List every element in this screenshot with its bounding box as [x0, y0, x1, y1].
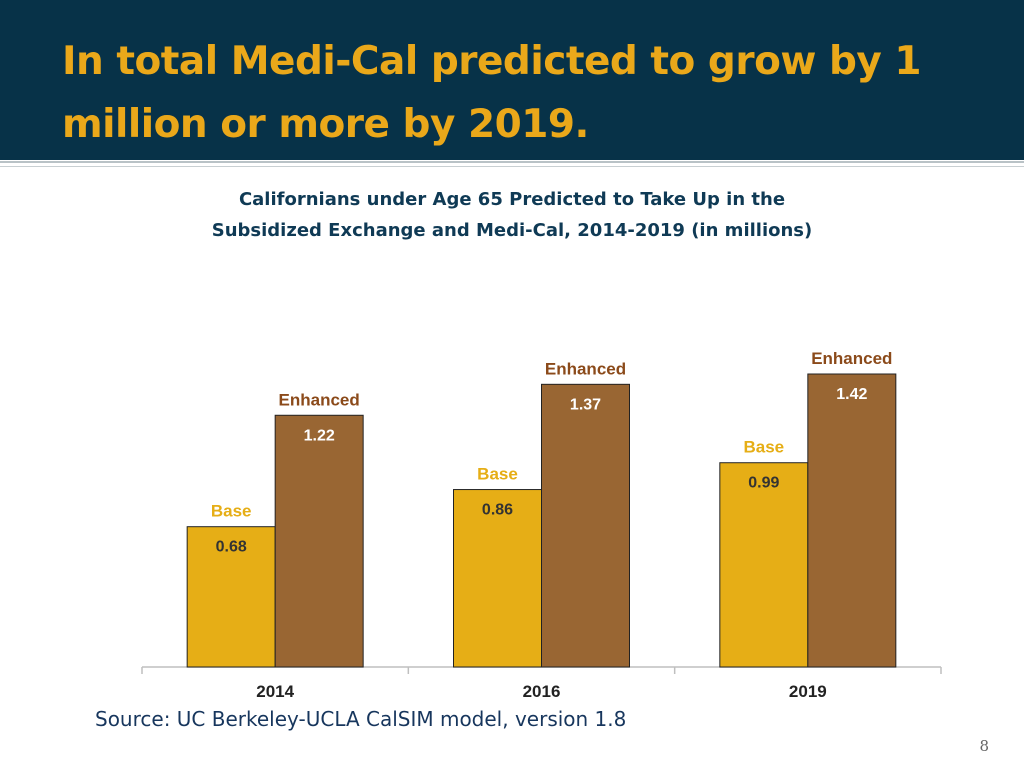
title-banner [0, 0, 1024, 160]
data-label-base-2016: 0.86 [482, 502, 513, 519]
data-label-base-2014: 0.68 [216, 539, 247, 556]
data-label-enhanced-2014: 1.22 [304, 427, 335, 444]
chart-title-line-1: Californians under Age 65 Predicted to T… [238, 189, 786, 210]
bar-base-2016 [453, 489, 542, 668]
series-label-enhanced-2016: Enhanced [545, 359, 626, 378]
bar-base-2019 [719, 462, 809, 668]
data-label-enhanced-2019: 1.42 [836, 386, 867, 403]
header-divider-thin [0, 166, 1024, 167]
x-tick-label-2019: 2019 [789, 682, 827, 701]
series-label-base-2016: Base [477, 465, 518, 484]
bar-enhanced-2014 [274, 414, 364, 668]
bar-enhanced-2019 [807, 373, 897, 668]
data-label-enhanced-2016: 1.37 [570, 396, 601, 413]
data-label-base-2019: 0.99 [748, 475, 779, 492]
header-divider [0, 161, 1024, 163]
x-tick-label-2014: 2014 [256, 682, 294, 701]
series-label-base-2019: Base [744, 438, 785, 457]
bar-base-2014 [186, 526, 276, 668]
slide-title: In total Medi-Cal predicted to grow by 1… [62, 39, 922, 147]
chart-title: Californians under Age 65 Predicted to T… [180, 184, 844, 246]
series-label-base-2014: Base [211, 502, 252, 521]
x-tick-label-2016: 2016 [523, 682, 561, 701]
page-number: 8 [979, 737, 989, 755]
series-label-enhanced-2019: Enhanced [811, 349, 892, 368]
source-note: Source: UC Berkeley-UCLA CalSIM model, v… [95, 707, 627, 731]
series-label-enhanced-2014: Enhanced [279, 390, 360, 409]
chart-title-line-2: Subsidized Exchange and Medi-Cal, 2014-2… [211, 220, 813, 241]
bar-enhanced-2016 [541, 383, 630, 668]
